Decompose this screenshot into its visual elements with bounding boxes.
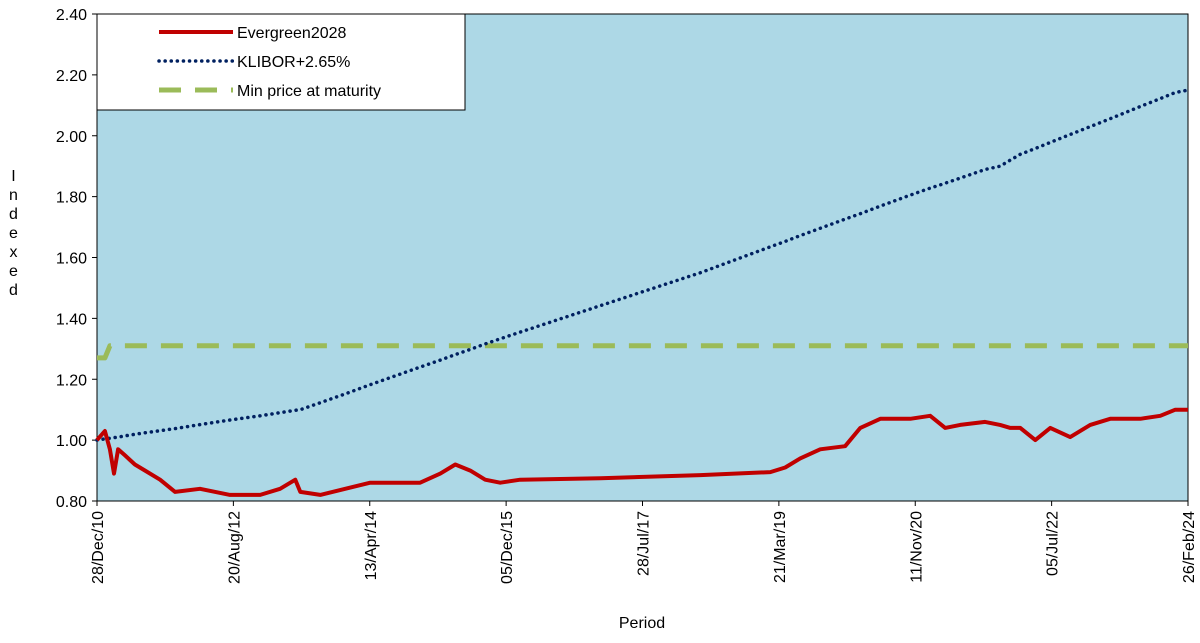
y-tick-label: 2.40 (56, 7, 87, 24)
y-tick-label: 2.20 (56, 68, 87, 85)
x-tick-label: 11/Nov/20 (908, 511, 925, 583)
y-tick-label: 0.80 (56, 494, 87, 511)
y-tick-label: 1.00 (56, 433, 87, 450)
legend-label: Evergreen2028 (237, 25, 347, 42)
x-tick-label: 05/Dec/15 (499, 511, 516, 584)
x-tick-label: 05/Jul/22 (1045, 511, 1062, 576)
y-tick-label: 1.80 (56, 190, 87, 207)
x-tick-label: 28/Dec/10 (90, 511, 107, 584)
legend: Evergreen2028 KLIBOR+2.65% Min price at ma… (96, 13, 466, 111)
series-line (95, 88, 1190, 442)
y-tick-label: 1.20 (56, 372, 87, 389)
x-tick-label: 26/Feb/24 (1181, 511, 1198, 583)
x-tick-label: 13/Apr/14 (363, 511, 380, 580)
y-tick-label: 1.40 (56, 311, 87, 328)
x-axis-label: Period (619, 615, 665, 632)
y-axis-label: Indexed (5, 168, 22, 301)
x-tick-label: 28/Jul/17 (636, 511, 653, 576)
y-tick-label: 2.00 (56, 129, 87, 146)
x-tick-label: 21/Mar/19 (772, 511, 789, 583)
legend-label: KLIBOR+2.65% (237, 54, 350, 71)
series-line (97, 343, 1188, 361)
x-tick-label: 20/Aug/12 (226, 511, 243, 584)
legend-label: Min price at maturity (237, 83, 381, 100)
series-line (95, 407, 1188, 497)
y-tick-label: 1.60 (56, 251, 87, 268)
